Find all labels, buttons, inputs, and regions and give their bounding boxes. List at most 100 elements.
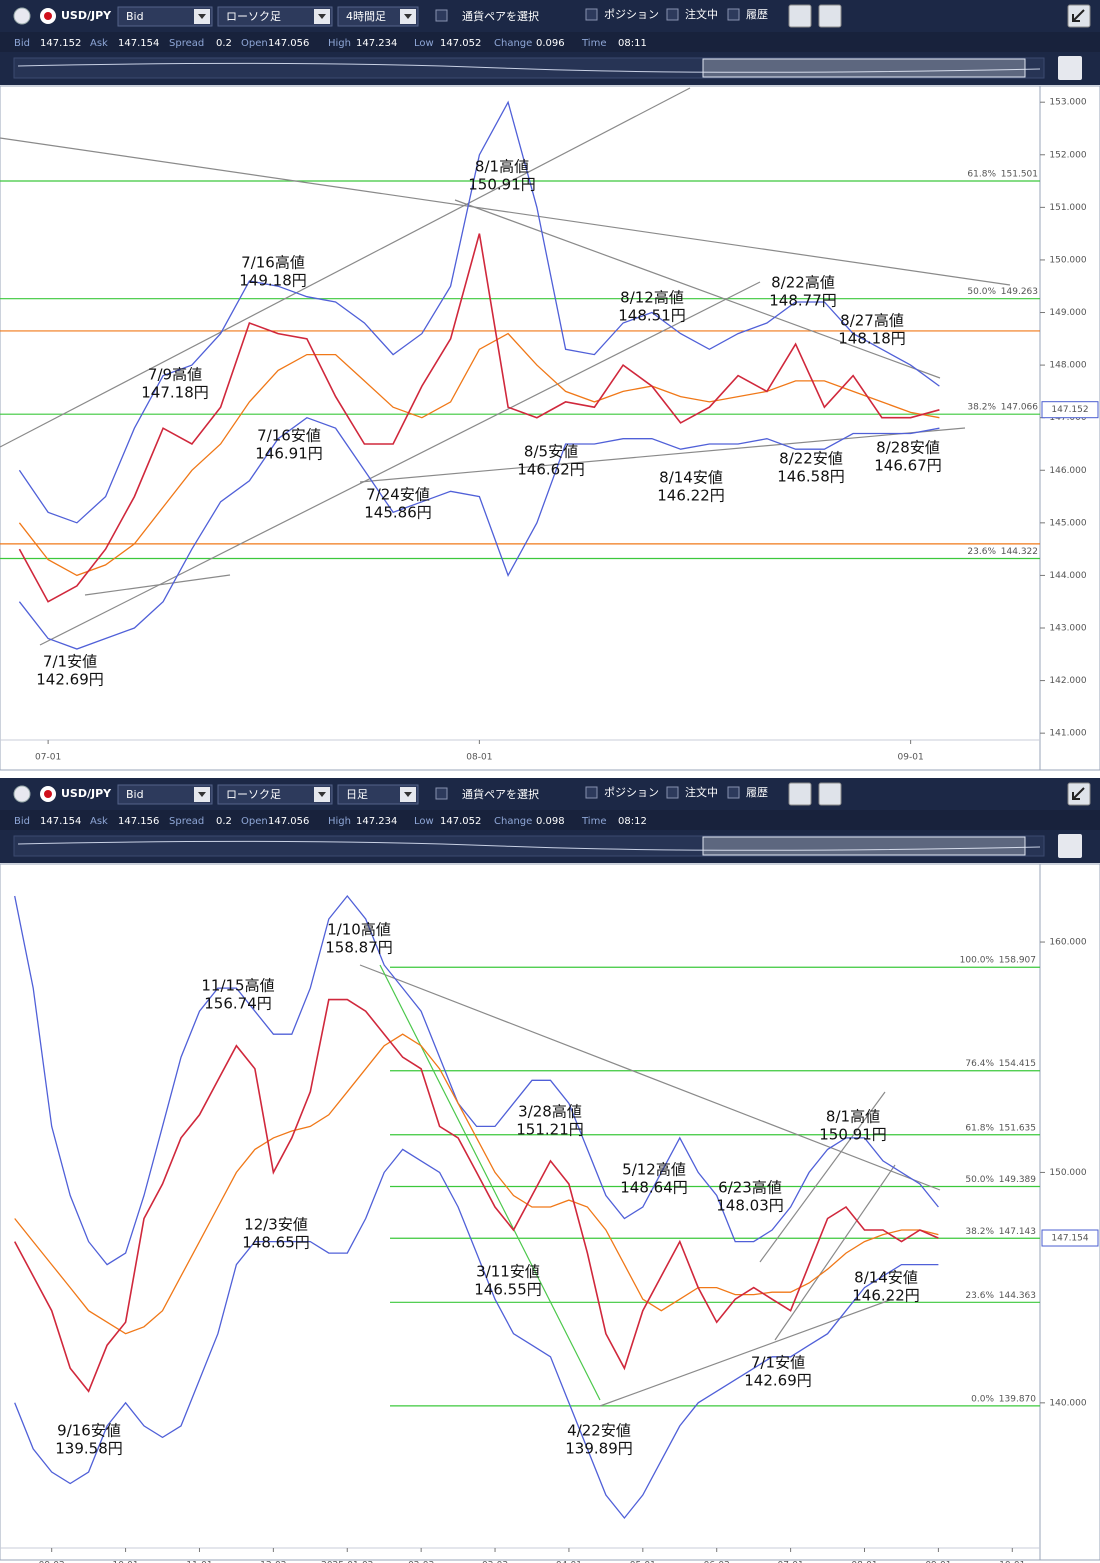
fib-percent: 38.2%: [967, 403, 996, 413]
trend-line: [359, 964, 941, 1191]
info-label: Spread: [169, 38, 204, 49]
last-price-box: [1041, 1229, 1099, 1247]
annotation-title: 8/28安値: [876, 439, 940, 457]
annotation-price: 146.67円: [874, 457, 942, 475]
annotation-title: 7/16安値: [257, 427, 321, 445]
checkbox-label[interactable]: 履歴: [746, 8, 768, 21]
x-tick-label: 07-01: [35, 753, 61, 763]
annotation-price: 146.22円: [657, 487, 725, 505]
dropdown[interactable]: [217, 784, 333, 805]
y-tick-label: 160.000: [1049, 938, 1086, 948]
last-price-label: 147.152: [1051, 405, 1088, 415]
currency-pair[interactable]: USD/JPY: [61, 9, 112, 22]
info-value: 08:11: [618, 38, 647, 49]
annotation-title: 8/22安値: [779, 450, 843, 468]
dropdown-label[interactable]: 4時間足: [346, 10, 386, 23]
dropdown-label[interactable]: 日足: [346, 788, 368, 801]
fib-percent: 23.6%: [965, 1291, 994, 1301]
pair-select[interactable]: 通貨ペアを選択: [462, 9, 539, 23]
fib-price: 147.143: [999, 1227, 1036, 1237]
checkbox[interactable]: [435, 9, 448, 22]
moving-average: [18, 332, 940, 577]
icon-button[interactable]: [788, 782, 812, 806]
info-label: Low: [414, 38, 434, 49]
checkbox[interactable]: [666, 8, 679, 21]
annotation-title: 12/3安値: [244, 1216, 308, 1234]
checkbox-label[interactable]: 注文中: [685, 7, 718, 21]
arrow-icon: [404, 14, 412, 19]
dropdown-label[interactable]: ローソク足: [226, 788, 281, 801]
checkbox[interactable]: [435, 787, 448, 800]
annotation-price: 148.51円: [618, 307, 686, 325]
band-line: [14, 1148, 939, 1520]
flag-icon: [44, 12, 52, 20]
checkbox[interactable]: [727, 786, 740, 799]
checkbox-label[interactable]: ポジション: [604, 8, 659, 21]
y-tick-label: 152.000: [1049, 150, 1086, 160]
annotation-price: 150.91円: [819, 1126, 887, 1144]
dropdown[interactable]: [217, 6, 333, 27]
arrow-icon: [198, 14, 206, 19]
annotation-title: 8/1高値: [826, 1108, 880, 1126]
trend-line: [359, 427, 966, 483]
annotation-price: 148.18円: [838, 330, 906, 348]
checkbox-label[interactable]: 注文中: [685, 785, 718, 799]
dropdown[interactable]: [337, 784, 419, 805]
annotation-title: 8/1高値: [475, 158, 529, 176]
annotation-title: 7/16高値: [241, 254, 305, 272]
icon-button[interactable]: [1058, 834, 1082, 858]
info-value: 147.056: [268, 816, 309, 827]
annotation-price: 158.87円: [325, 939, 393, 957]
checkbox[interactable]: [585, 786, 598, 799]
info-value: 147.234: [356, 38, 397, 49]
info-value: 147.154: [40, 816, 81, 827]
annotation-title: 7/1安値: [751, 1354, 805, 1372]
fib-price: 151.635: [999, 1123, 1036, 1133]
checkbox[interactable]: [666, 786, 679, 799]
x-tick-label: 11-01: [186, 1561, 212, 1563]
info-label: Time: [581, 816, 606, 827]
x-tick-label: 09-01: [925, 1561, 951, 1563]
scroller-overview: [17, 840, 1041, 851]
scroller-window[interactable]: [702, 58, 1026, 78]
dropdown[interactable]: [117, 6, 213, 27]
dropdown-label[interactable]: Bid: [126, 788, 144, 801]
annotation-title: 7/1安値: [43, 653, 97, 671]
scroller-window[interactable]: [702, 836, 1026, 856]
info-label: Ask: [90, 816, 108, 827]
checkbox-label[interactable]: 履歴: [746, 786, 768, 799]
arrow-icon: [404, 792, 412, 797]
band-line: [14, 894, 939, 1266]
fib-percent: 50.0%: [967, 287, 996, 297]
dropdown[interactable]: [117, 784, 213, 805]
info-label: Spread: [169, 816, 204, 827]
fib-percent: 50.0%: [965, 1175, 994, 1185]
checkbox[interactable]: [727, 8, 740, 21]
icon-button[interactable]: [1058, 56, 1082, 80]
icon-button[interactable]: [818, 4, 842, 28]
icon-button[interactable]: [818, 782, 842, 806]
x-tick-label: 2025-01-02: [321, 1561, 373, 1563]
price-line: [13, 998, 939, 1393]
trend-line: [774, 1164, 896, 1341]
checkbox-label[interactable]: ポジション: [604, 786, 659, 799]
dropdown[interactable]: [337, 6, 419, 27]
info-value: 0.2: [216, 38, 232, 49]
y-tick-label: 151.000: [1049, 203, 1086, 213]
checkbox[interactable]: [585, 8, 598, 21]
annotation-title: 7/9高値: [148, 366, 202, 384]
info-value: 147.154: [118, 38, 159, 49]
trend-line: [454, 199, 941, 379]
dropdown-label[interactable]: Bid: [126, 10, 144, 23]
fib-percent: 76.4%: [965, 1059, 994, 1069]
annotation-title: 5/12高値: [622, 1161, 686, 1179]
info-label: Change: [494, 816, 532, 827]
pair-select[interactable]: 通貨ペアを選択: [462, 787, 539, 801]
annotation-title: 8/14安値: [659, 469, 723, 487]
info-label: Time: [581, 38, 606, 49]
icon-button[interactable]: [788, 4, 812, 28]
currency-pair[interactable]: USD/JPY: [61, 787, 112, 800]
x-tick-label: 09-02: [39, 1561, 65, 1563]
dropdown-label[interactable]: ローソク足: [226, 10, 281, 23]
annotation-price: 146.58円: [777, 468, 845, 486]
